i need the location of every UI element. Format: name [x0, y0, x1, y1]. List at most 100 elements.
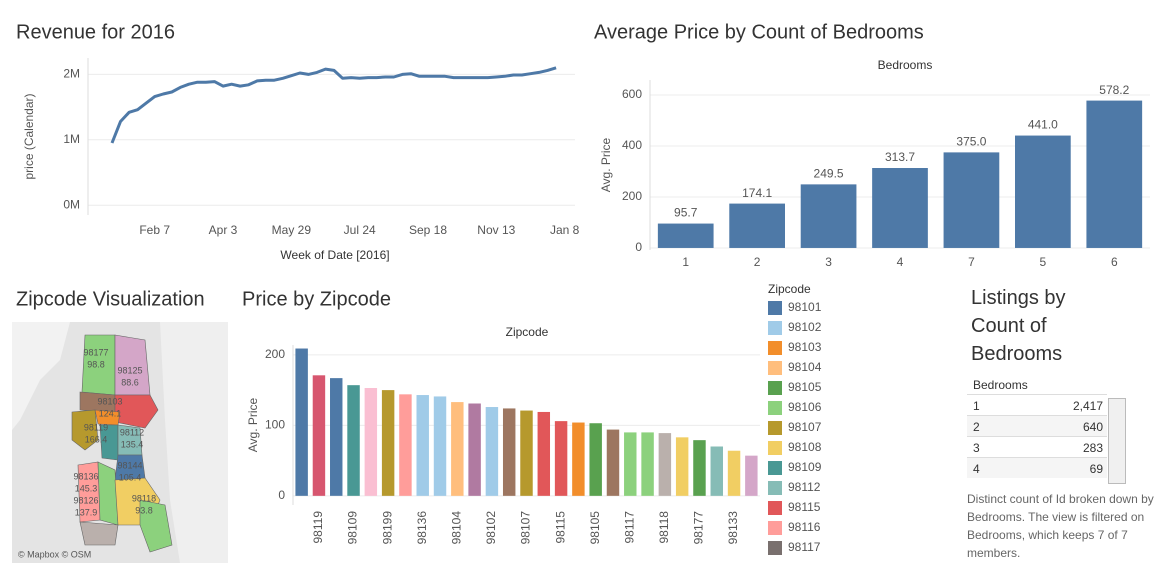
map-zip-label: 98103	[97, 396, 122, 406]
scrollbar[interactable]	[1108, 398, 1126, 484]
map-region	[139, 499, 173, 553]
table-cell: 1	[973, 399, 980, 413]
legend-label: 98107	[788, 420, 822, 434]
legend-label: 98112	[788, 480, 821, 494]
x-tick-label: 98199	[380, 511, 394, 545]
bar	[502, 408, 516, 496]
legend-label: 98109	[788, 460, 822, 474]
chart-title: Revenue for 2016	[16, 21, 175, 43]
bar	[572, 422, 585, 496]
x-tick-label: 5	[1040, 255, 1047, 269]
x-tick-label: Apr 3	[209, 223, 238, 237]
map-value-label: 137.9	[75, 507, 98, 517]
legend-swatch	[768, 381, 782, 395]
legend-label: 98106	[788, 400, 822, 414]
column-header: Zipcode	[506, 325, 549, 339]
legend-label: 98101	[788, 300, 822, 314]
bar	[485, 407, 499, 496]
map-region	[97, 461, 119, 526]
x-tick-label: 98117	[622, 511, 636, 544]
map-zip-label: 98177	[83, 347, 108, 357]
legend-label: 98105	[788, 380, 822, 394]
y-tick-label: 600	[622, 87, 642, 101]
map-title: Zipcode Visualization	[16, 288, 205, 310]
x-tick-label: 98105	[588, 511, 602, 545]
table-title: Listings by Count of Bedrooms	[971, 287, 1066, 365]
x-tick-label: Sep 18	[409, 223, 447, 237]
map-land	[160, 322, 228, 563]
bar	[347, 385, 360, 496]
bar	[554, 421, 568, 496]
x-tick-label: Feb 7	[139, 223, 170, 237]
x-tick-label: 98109	[346, 511, 360, 545]
table-row: 4 69	[967, 457, 1107, 478]
bar	[537, 411, 551, 496]
bar	[1015, 135, 1071, 248]
x-tick-label: 98133	[726, 511, 740, 545]
bar	[657, 223, 714, 248]
x-tick-label: 1	[682, 255, 689, 269]
x-tick-label: 7	[968, 255, 975, 269]
data-label: 578.2	[1099, 83, 1129, 97]
bar	[658, 433, 672, 496]
data-label: 95.7	[674, 206, 698, 220]
legend-title: Zipcode	[768, 282, 811, 296]
legend-swatch	[768, 301, 782, 315]
legend-swatch	[768, 501, 782, 515]
bar	[641, 432, 654, 496]
map: 98177 98.8 98125 88.6 98103 124.1 98119 166.4 98…	[12, 322, 228, 563]
legend-swatch	[768, 441, 782, 455]
map-value-label: 88.6	[121, 377, 139, 387]
x-tick-label: Nov 13	[477, 223, 515, 237]
bar	[675, 437, 689, 496]
chart-title: Price by Zipcode	[242, 288, 391, 310]
map-zip-label: 98144	[117, 460, 142, 470]
map-region	[79, 521, 119, 546]
legend-swatch	[768, 321, 782, 335]
x-tick-label: 6	[1111, 255, 1118, 269]
legend-label: 98115	[788, 500, 821, 514]
x-tick-label: 4	[897, 255, 904, 269]
legend-label: 98104	[788, 360, 822, 374]
x-axis-label: Week of Date [2016]	[280, 248, 389, 262]
map-value-label: 145.3	[75, 483, 98, 493]
legend-swatch	[768, 361, 782, 375]
table-cell: 69	[1089, 462, 1103, 476]
y-tick-label: 400	[622, 138, 642, 152]
bar	[520, 410, 533, 496]
x-tick-label: May 29	[272, 223, 312, 237]
legend-label: 98117	[788, 540, 821, 554]
bar	[451, 402, 464, 496]
y-axis-label: price (Calendar)	[22, 93, 36, 179]
chart-title: Average Price by Count of Bedrooms	[594, 21, 924, 43]
table-cell: 283	[1082, 441, 1103, 455]
bar	[624, 432, 637, 496]
x-tick-label: 98118	[657, 511, 671, 544]
y-tick-label: 0	[635, 240, 642, 254]
legend-label: 98108	[788, 440, 822, 454]
bar	[710, 446, 723, 496]
x-tick-label: 3	[825, 255, 832, 269]
y-tick-label: 2M	[63, 67, 80, 81]
bar	[943, 152, 1000, 248]
x-tick-label: 98177	[692, 511, 706, 545]
bar	[872, 168, 928, 248]
map-value-label: 124.1	[99, 408, 122, 418]
table-cell: 2	[973, 420, 980, 434]
map-value-label: 166.4	[85, 434, 108, 444]
bar	[416, 395, 429, 496]
map-land	[12, 322, 70, 430]
table-row: 1 2,417	[967, 394, 1107, 415]
bar	[364, 387, 378, 496]
y-tick-label: 200	[265, 347, 285, 361]
data-label: 313.7	[885, 150, 915, 164]
bar	[381, 390, 395, 496]
y-axis-label: Avg. Price	[599, 137, 613, 192]
data-label: 174.1	[742, 186, 772, 200]
data-label: 249.5	[814, 167, 844, 181]
x-tick-label: Jan 8	[550, 223, 580, 237]
legend-swatch	[768, 521, 782, 535]
map-value-label: 135.4	[121, 439, 144, 449]
y-tick-label: 1M	[63, 132, 80, 146]
